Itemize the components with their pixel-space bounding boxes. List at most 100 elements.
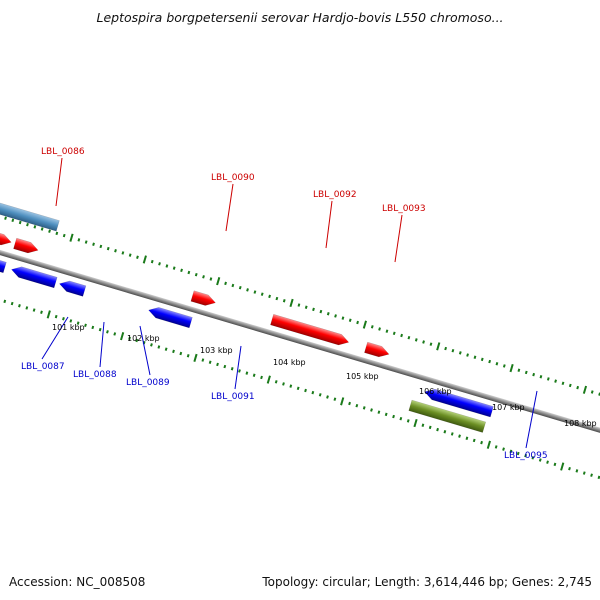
lower-minor-tick [516,451,520,456]
lower-minor-tick [524,453,527,458]
upper-minor-tick [348,318,352,323]
upper-minor-tick [524,370,528,375]
green-feature[interactable] [408,399,486,433]
lower-minor-tick [128,336,131,341]
callout-lbl-0089 [139,325,151,376]
upper-minor-tick [253,290,257,294]
gene-lbl-0086[interactable] [13,237,39,255]
upper-minor-tick [136,255,139,259]
gene-label-lbl-0092[interactable]: LBL_0092 [313,190,357,200]
upper-minor-tick [546,377,550,381]
lower-minor-tick [106,330,109,334]
upper-minor-tick [11,218,15,223]
gene-label-lbl-0086[interactable]: LBL_0086 [41,147,85,157]
lower-minor-tick [91,325,95,330]
upper-minor-tick [26,222,29,227]
callout-lbl-0092 [325,200,333,249]
gene-lbl-0086a[interactable] [0,223,13,247]
scale-label-107kbp: 107 kbp [492,403,525,412]
lower-minor-tick [40,310,43,314]
lower-major-tick [266,375,271,384]
lower-minor-tick [10,301,14,306]
gene-lbl-0087[interactable] [0,254,7,274]
gene-labels-bottom: LBL_0087 LBL_0088 LBL_0089 LBL_0091 LBL_… [21,362,548,461]
upper-minor-tick [121,251,125,255]
gene-lbl-0092[interactable] [270,314,350,347]
callout-lbl-0090 [225,183,234,232]
lower-major-tick [193,353,198,362]
upper-minor-tick [488,359,492,364]
gene-label-lbl-0088[interactable]: LBL_0088 [73,370,117,380]
gene-label-lbl-0095[interactable]: LBL_0095 [504,451,548,461]
lower-minor-tick [333,397,337,401]
upper-minor-tick [187,270,191,275]
lower-minor-tick [54,314,58,319]
scale-labels: 101 kbp 102 kbp 103 kbp 104 kbp 105 kbp … [52,323,597,428]
upper-minor-tick [341,316,345,320]
upper-minor-tick [319,309,323,314]
scale-label-103kbp: 103 kbp [200,346,233,355]
gene-label-lbl-0093[interactable]: LBL_0093 [382,204,426,214]
lower-minor-tick [399,416,403,421]
upper-minor-tick [209,277,213,281]
gene-label-lbl-0089[interactable]: LBL_0089 [126,378,170,388]
upper-minor-tick [422,340,425,344]
upper-minor-tick [84,240,88,244]
upper-minor-tick [458,351,462,355]
upper-major-tick [582,385,588,394]
lower-minor-tick [238,369,241,373]
upper-minor-tick [502,364,506,368]
upper-minor-tick [451,348,455,353]
upper-minor-tick [202,275,205,279]
chromosome-backbone [0,233,600,454]
upper-minor-tick [18,220,22,225]
gene-lbl-0089[interactable] [58,278,87,297]
lower-minor-tick [230,367,234,371]
gene-lbl-0095[interactable] [423,387,494,418]
map-title: Leptospira borgpetersenii serovar Hardjo… [96,10,504,25]
gene-label-lbl-0090[interactable]: LBL_0090 [211,173,255,183]
lower-minor-tick [172,349,175,354]
upper-minor-tick [532,372,536,377]
gene-lbl-0088[interactable] [10,264,58,289]
gene-lbl-0090[interactable] [190,290,217,308]
gene-label-lbl-0091[interactable]: LBL_0091 [211,392,255,402]
scale-label-105kbp: 105 kbp [346,372,379,381]
lower-minor-tick [76,321,80,325]
lower-minor-tick [18,304,21,308]
rna-feature[interactable] [0,189,60,232]
lower-minor-tick [443,430,447,434]
lower-minor-tick [282,382,285,386]
lower-minor-tick [84,323,87,328]
gene-label-lbl-0087[interactable]: LBL_0087 [21,362,65,372]
lower-major-tick [486,440,491,449]
upper-minor-tick [561,381,565,386]
lower-minor-tick [509,449,513,454]
lower-minor-tick [450,432,454,436]
lower-minor-tick [164,347,168,351]
lower-minor-tick [216,362,219,367]
lower-minor-tick [553,462,557,467]
upper-scale-ticks [0,211,600,396]
lower-minor-tick [296,386,300,391]
lower-minor-tick [428,425,432,430]
upper-major-tick [436,342,441,351]
lower-minor-tick [575,469,579,473]
scale-label-101kbp: 101 kbp [52,323,85,332]
upper-minor-tick [370,325,374,329]
upper-minor-tick [114,249,117,253]
lower-minor-tick [568,466,571,471]
lower-minor-tick [406,419,410,423]
upper-minor-tick [282,299,286,303]
upper-minor-tick [400,333,404,338]
upper-minor-tick [473,355,477,359]
gene-lbl-0091[interactable] [147,305,193,329]
upper-minor-tick [4,216,7,220]
upper-minor-tick [590,390,594,394]
callout-lbl-0086 [55,157,63,207]
gene-lbl-0093[interactable] [364,341,390,359]
lower-minor-tick [392,414,395,419]
upper-minor-tick [326,312,330,316]
callout-lines [41,157,538,449]
lower-minor-tick [113,332,117,336]
